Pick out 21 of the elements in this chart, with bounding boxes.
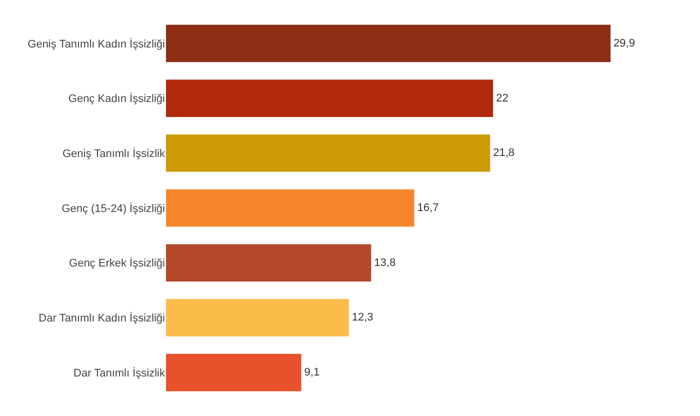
- bar: [166, 244, 372, 282]
- data-label: 13,8: [374, 256, 396, 269]
- bar: [166, 80, 494, 117]
- y-tick-label: Genç Erkek İşsizliği: [69, 256, 165, 270]
- data-label: 21,8: [493, 147, 515, 160]
- data-label: 22: [496, 92, 508, 104]
- y-tick-label: Dar Tanımlı İşsizlik: [74, 366, 166, 380]
- y-tick-label: Dar Tanımlı Kadın İşsizliği: [38, 312, 165, 325]
- bar: [166, 189, 414, 227]
- data-label: 9,1: [304, 366, 320, 379]
- y-tick-label: Geniş Tanımlı İşsizlik: [62, 146, 166, 160]
- bar: [166, 134, 490, 172]
- y-tick-label: Geniş Tanımlı Kadın İşsizliği: [28, 37, 165, 50]
- y-tick-label: Genç Kadın İşsizliği: [68, 92, 165, 106]
- bar: [166, 354, 302, 392]
- data-label: 29,9: [614, 37, 635, 50]
- data-label: 12,3: [352, 312, 374, 324]
- data-label: 16,7: [417, 202, 439, 214]
- bar: [166, 299, 349, 336]
- y-tick-label: Genç (15-24) İşsizliği: [62, 202, 165, 215]
- bar: [166, 24, 611, 62]
